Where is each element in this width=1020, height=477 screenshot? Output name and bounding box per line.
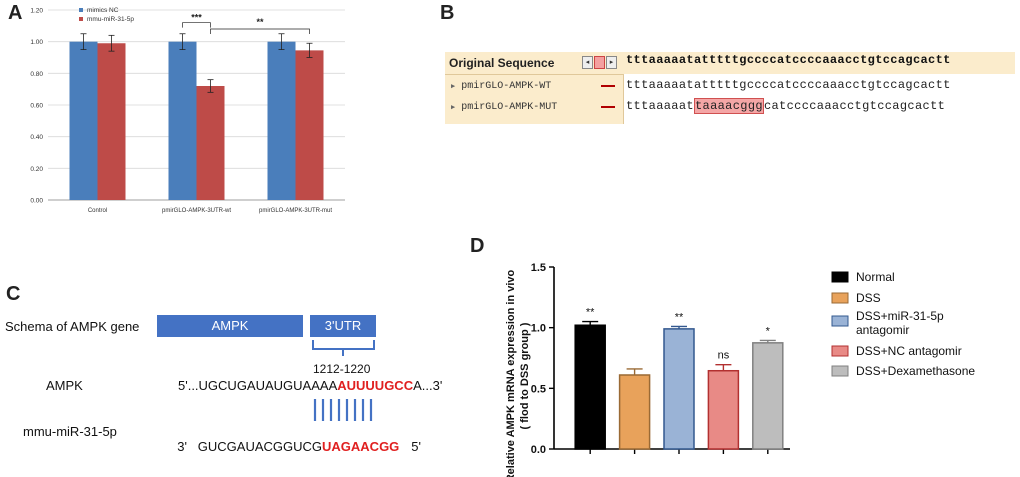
legend-label-dexamethasone: DSS+Dexamethasone [856, 364, 975, 378]
legend-label-mimics-nc: mimics NC [87, 7, 119, 14]
a-sig-bracket [182, 22, 211, 28]
a-ytick-label: 0.00 [30, 198, 43, 205]
mut-seq-post: catccccaaacctgtccagcactt [763, 99, 946, 113]
panel-letter-d: D [470, 235, 485, 257]
legend-swatch-dss [831, 292, 849, 304]
legend-swatch-nc-antagomir [831, 345, 849, 357]
a-ytick-label: 0.40 [30, 134, 43, 141]
wt-sequence: tttaaaaatatttttgccccatccccaaacctgtccagca… [626, 78, 951, 92]
a-ytick-label: 1.00 [30, 39, 43, 46]
a-ytick-label: 1.20 [30, 8, 43, 15]
mir-seq-post: 5' [411, 439, 422, 454]
base-pair-lines [313, 399, 373, 421]
d-ytick-label: 0.0 [531, 444, 546, 456]
d-ytick-label: 1.5 [531, 262, 546, 274]
ampk-seq-post: A...3' [413, 378, 443, 393]
a-bar [196, 86, 225, 200]
a-ytick-label: 0.80 [30, 71, 43, 78]
a-bar [267, 41, 296, 200]
a-ytick-label: 0.20 [30, 166, 43, 173]
legend-label-antagomir-2: antagomir [856, 323, 909, 337]
mir-seq-seed: UAGAACGG [322, 439, 400, 454]
chart-a: 0.00 0.20 0.40 0.60 0.80 1.00 1.20 Control pmirG… [30, 7, 345, 214]
ampk-sequence: 5'...UGCUGAUAUGUAAAAAUUUUGCCA...3' [178, 378, 442, 393]
nav-right-button[interactable]: ▸ [606, 56, 617, 69]
legend-label-dss: DSS [856, 291, 881, 305]
seq-label-column: ▶ pmirGLO-AMPK-WT ▶ pmirGLO-AMPK-MUT [445, 74, 624, 124]
legend-swatch-mir-31-5p [79, 17, 83, 21]
a-bar [97, 43, 126, 200]
a-bar [69, 41, 98, 200]
panel-letter-a: A [8, 2, 23, 24]
a-bar [168, 41, 197, 200]
legend-swatch-normal [831, 271, 849, 283]
a-xtick-label: pmirGLO-AMPK-3UTR-wt [162, 208, 231, 214]
mut-seq-pre: tttaaaaat [626, 99, 694, 113]
expand-arrow-icon[interactable]: ▶ [451, 104, 456, 112]
a-sig-label: ** [256, 17, 264, 27]
row-label-wt: ▶ pmirGLO-AMPK-WT [451, 81, 551, 92]
legend-label-normal: Normal [856, 270, 895, 284]
d-sig-label: * [766, 325, 771, 337]
mut-seq-highlight: taaaacggg [693, 98, 764, 114]
arrow-wt-icon [601, 85, 615, 87]
d-ytick-label: 1.0 [531, 323, 546, 335]
d-bar [752, 342, 784, 450]
legend-label-mir-31-5p: mmu-miR-31-5p [87, 16, 134, 23]
expand-arrow-icon[interactable]: ▶ [451, 83, 456, 91]
d-ylabel: Relative AMPK mRNA expression in vivo [505, 269, 517, 477]
mut-sequence: tttaaaaattaaaacgggcatccccaaacctgtccagcac… [626, 98, 946, 114]
ampk-box: AMPK [157, 315, 303, 337]
a-sig-label: *** [191, 13, 202, 23]
legend-swatch-dexamethasone [831, 365, 849, 377]
schema-label: Schema of AMPK gene [5, 319, 140, 334]
mir-row-label: mmu-miR-31-5p [23, 424, 117, 439]
d-ylabel2: ( flod to DSS group ) [519, 322, 531, 429]
row-label-mut-text: pmirGLO-AMPK-MUT [461, 102, 558, 113]
utr-box: 3'UTR [310, 315, 376, 337]
a-xtick-label: pmirGLO-AMPK-3UTR-mut [259, 208, 332, 214]
original-sequence-header: Original Sequence [449, 56, 555, 70]
chart-d: 0.0 0.5 1.0 1.5 ** ** ns * Relative AMPK mRNA … [505, 262, 975, 477]
nav-middle-button[interactable] [594, 56, 605, 69]
original-sequence: tttaaaaatatttttgccccatccccaaacctgtccagca… [626, 53, 951, 67]
d-sig-label: ** [675, 311, 684, 323]
d-bar [707, 369, 740, 450]
a-sig-bracket [210, 28, 310, 34]
a-ytick-label: 0.60 [30, 103, 43, 110]
d-ytick-label: 0.5 [531, 383, 546, 395]
d-sig-label: ns [718, 350, 730, 362]
panel-letter-c: C [6, 283, 21, 305]
schema-bracket [312, 340, 375, 421]
legend-swatch-mimics-nc [79, 8, 83, 12]
d-sig-label: ** [586, 307, 595, 319]
position-label: 1212-1220 [313, 362, 371, 376]
mir-sequence: 3' GUCGAUACGGUCGUAGAACGG 5' [170, 424, 421, 454]
a-xtick-label: Control [88, 208, 107, 214]
d-bar [618, 374, 651, 450]
arrow-mut-icon [601, 106, 615, 108]
ampk-row-label: AMPK [46, 378, 83, 393]
nav-left-button[interactable]: ◂ [582, 56, 593, 69]
d-bar [663, 328, 695, 450]
panel-letter-b: B [440, 2, 455, 24]
legend-label-antagomir-1: DSS+miR-31-5p [856, 309, 944, 323]
ampk-seq-site: AUUUUGCC [337, 378, 414, 393]
row-label-mut: ▶ pmirGLO-AMPK-MUT [451, 102, 557, 113]
d-legend: Normal DSS DSS+miR-31-5p antagomir DSS+N… [831, 270, 975, 378]
legend-label-nc-antagomir: DSS+NC antagomir [856, 344, 962, 358]
legend-swatch-antagomir [831, 315, 849, 327]
mir-seq-pre: 3' GUCGAUACGGUCG [177, 439, 323, 454]
d-bar [574, 324, 606, 450]
a-bar [295, 50, 324, 200]
ampk-seq-pre: 5'...UGCUGAUAUGUAAAA [178, 378, 338, 393]
seq-white-area [624, 74, 1015, 124]
row-label-wt-text: pmirGLO-AMPK-WT [461, 81, 552, 92]
